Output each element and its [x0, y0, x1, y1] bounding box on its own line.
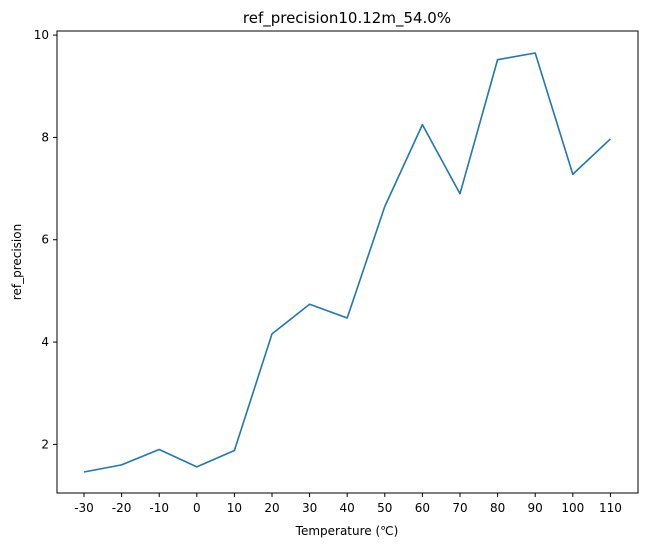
- x-tick-label: -20: [112, 501, 132, 515]
- x-tick-label: 40: [340, 501, 355, 515]
- plot-area: [56, 30, 639, 494]
- x-tick-label: -10: [149, 501, 169, 515]
- x-tick-label: 30: [302, 501, 317, 515]
- x-tick-label: 10: [227, 501, 242, 515]
- y-tick-label: 10: [34, 28, 49, 42]
- y-tick-label: 8: [41, 130, 49, 144]
- x-tick-label: 20: [264, 501, 279, 515]
- x-tick-label: 110: [599, 501, 622, 515]
- y-tick-label: 2: [41, 437, 49, 451]
- x-tick-label: 60: [415, 501, 430, 515]
- y-tick-label: 4: [41, 335, 49, 349]
- x-axis: -30 -20 -10 0 10 20 30 40 50 60 70 80 90 100 110: [74, 493, 622, 515]
- x-tick-label: 80: [490, 501, 505, 515]
- x-tick-label: 50: [377, 501, 392, 515]
- x-tick-label: 0: [193, 501, 201, 515]
- x-tick-label: -30: [74, 501, 94, 515]
- x-tick-label: 90: [528, 501, 543, 515]
- y-axis-label: ref_precision: [10, 224, 24, 300]
- y-tick-label: 6: [41, 233, 49, 247]
- x-axis-label: Temperature (℃): [295, 524, 399, 538]
- series-layer: [83, 52, 611, 473]
- chart-title: ref_precision10.12m_54.0%: [243, 9, 451, 28]
- y-axis: 2 4 6 8 10: [34, 28, 57, 451]
- x-tick-label: 100: [561, 501, 584, 515]
- x-tick-label: 70: [452, 501, 467, 515]
